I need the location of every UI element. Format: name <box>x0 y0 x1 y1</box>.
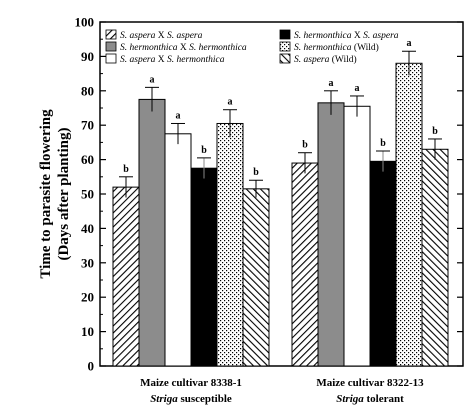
x-category-sublabel: Striga tolerant <box>336 393 404 405</box>
x-category-label: Maize cultivar 8322-13 <box>316 377 424 389</box>
legend-swatch <box>105 41 117 52</box>
legend-label-part: X <box>352 31 364 41</box>
significance-label: b <box>123 164 129 175</box>
legend-label: S. aspera X S. aspera <box>120 31 203 41</box>
y-tick-label: 40 <box>81 221 94 236</box>
significance-label: a <box>329 78 334 89</box>
legend-swatch <box>279 41 291 52</box>
y-tick-label: 90 <box>81 49 94 64</box>
y-axis-label: Time to parasite flowering (Days after pl… <box>38 109 72 279</box>
legend-label-part: (Wild) <box>352 42 379 53</box>
bar <box>421 148 449 367</box>
legend-swatch <box>279 29 291 40</box>
legend-label-part: S. hermonthica <box>167 55 225 65</box>
bar <box>317 102 345 367</box>
x-category-sublabel-rest: susceptible <box>178 393 232 405</box>
legend-label: S. hermonthica X S. aspera <box>294 31 399 41</box>
legend-label: S. hermonthica X S. hermonthica <box>120 43 247 53</box>
legend-label: S. aspera (Wild) <box>294 54 357 65</box>
y-tick-label: 60 <box>81 152 94 167</box>
axes: 0 10 20 30 40 50 60 70 80 90 100 <box>75 15 464 374</box>
y-tick-label: 10 <box>81 324 94 339</box>
significance-label: a <box>407 38 412 49</box>
legend-label-part: (Wild) <box>329 54 356 65</box>
x-category-label: Maize cultivar 8338-1 <box>140 377 242 389</box>
significance-label: b <box>380 138 386 149</box>
legend-label-part: X <box>178 43 190 53</box>
bar <box>190 167 218 367</box>
x-category-sublabel: Striga susceptible <box>150 393 232 405</box>
significance-label: b <box>302 140 308 151</box>
bar <box>164 133 192 367</box>
bar <box>395 62 423 367</box>
legend-label-part: S. hermonthica <box>189 43 247 53</box>
significance-label: b <box>201 145 207 156</box>
significance-label: b <box>432 126 438 137</box>
y-axis-label-line: Time to parasite flowering <box>38 109 54 279</box>
legend-label: S. hermonthica (Wild) <box>294 42 379 53</box>
significance-label: a <box>355 83 360 94</box>
y-tick-label: 30 <box>81 255 94 270</box>
legend-label-part: S. hermonthica <box>120 43 178 53</box>
legend-label-part: S. hermonthica <box>294 31 352 41</box>
bar <box>216 122 244 367</box>
y-tick-label: 0 <box>88 359 95 374</box>
legend-label-part: S. aspera <box>167 31 203 41</box>
significance-label: a <box>228 97 233 108</box>
bar <box>242 188 270 367</box>
y-tick-label: 100 <box>75 15 95 30</box>
y-tick-label: 80 <box>81 83 94 98</box>
legend-label: S. aspera X S. hermonthica <box>120 55 225 65</box>
significance-label: a <box>176 110 181 121</box>
x-category-sublabel-italic: Striga <box>150 393 178 405</box>
legend-label-part: X <box>155 55 167 65</box>
bar <box>291 162 319 367</box>
bar <box>138 98 166 367</box>
x-category-sublabel-italic: Striga <box>336 393 364 405</box>
significance-label: b <box>253 167 259 178</box>
legend-swatch <box>279 53 291 64</box>
legend-label-part: S. aspera <box>120 31 156 41</box>
legend-label-part: S. aspera <box>120 55 156 65</box>
legend-label-part: S. aspera <box>363 31 399 41</box>
legend-swatch <box>105 53 117 64</box>
bar <box>369 160 397 367</box>
y-axis-label-line: (Days after planting) <box>56 127 72 260</box>
x-category-sublabel-rest: tolerant <box>364 393 404 405</box>
y-tick-label: 20 <box>81 290 94 305</box>
bar <box>112 186 140 367</box>
bar <box>343 105 371 367</box>
y-tick-label: 50 <box>81 187 94 202</box>
legend-label-part: S. aspera <box>294 55 330 65</box>
bars: b a a b a b Maize cultivar 8338-1 Striga suscep… <box>112 38 449 405</box>
significance-label: a <box>150 74 155 85</box>
legend-swatch <box>105 29 117 40</box>
y-tick-label: 70 <box>81 118 94 133</box>
legend-label-part: X <box>155 31 167 41</box>
legend-label-part: S. hermonthica <box>294 43 352 53</box>
